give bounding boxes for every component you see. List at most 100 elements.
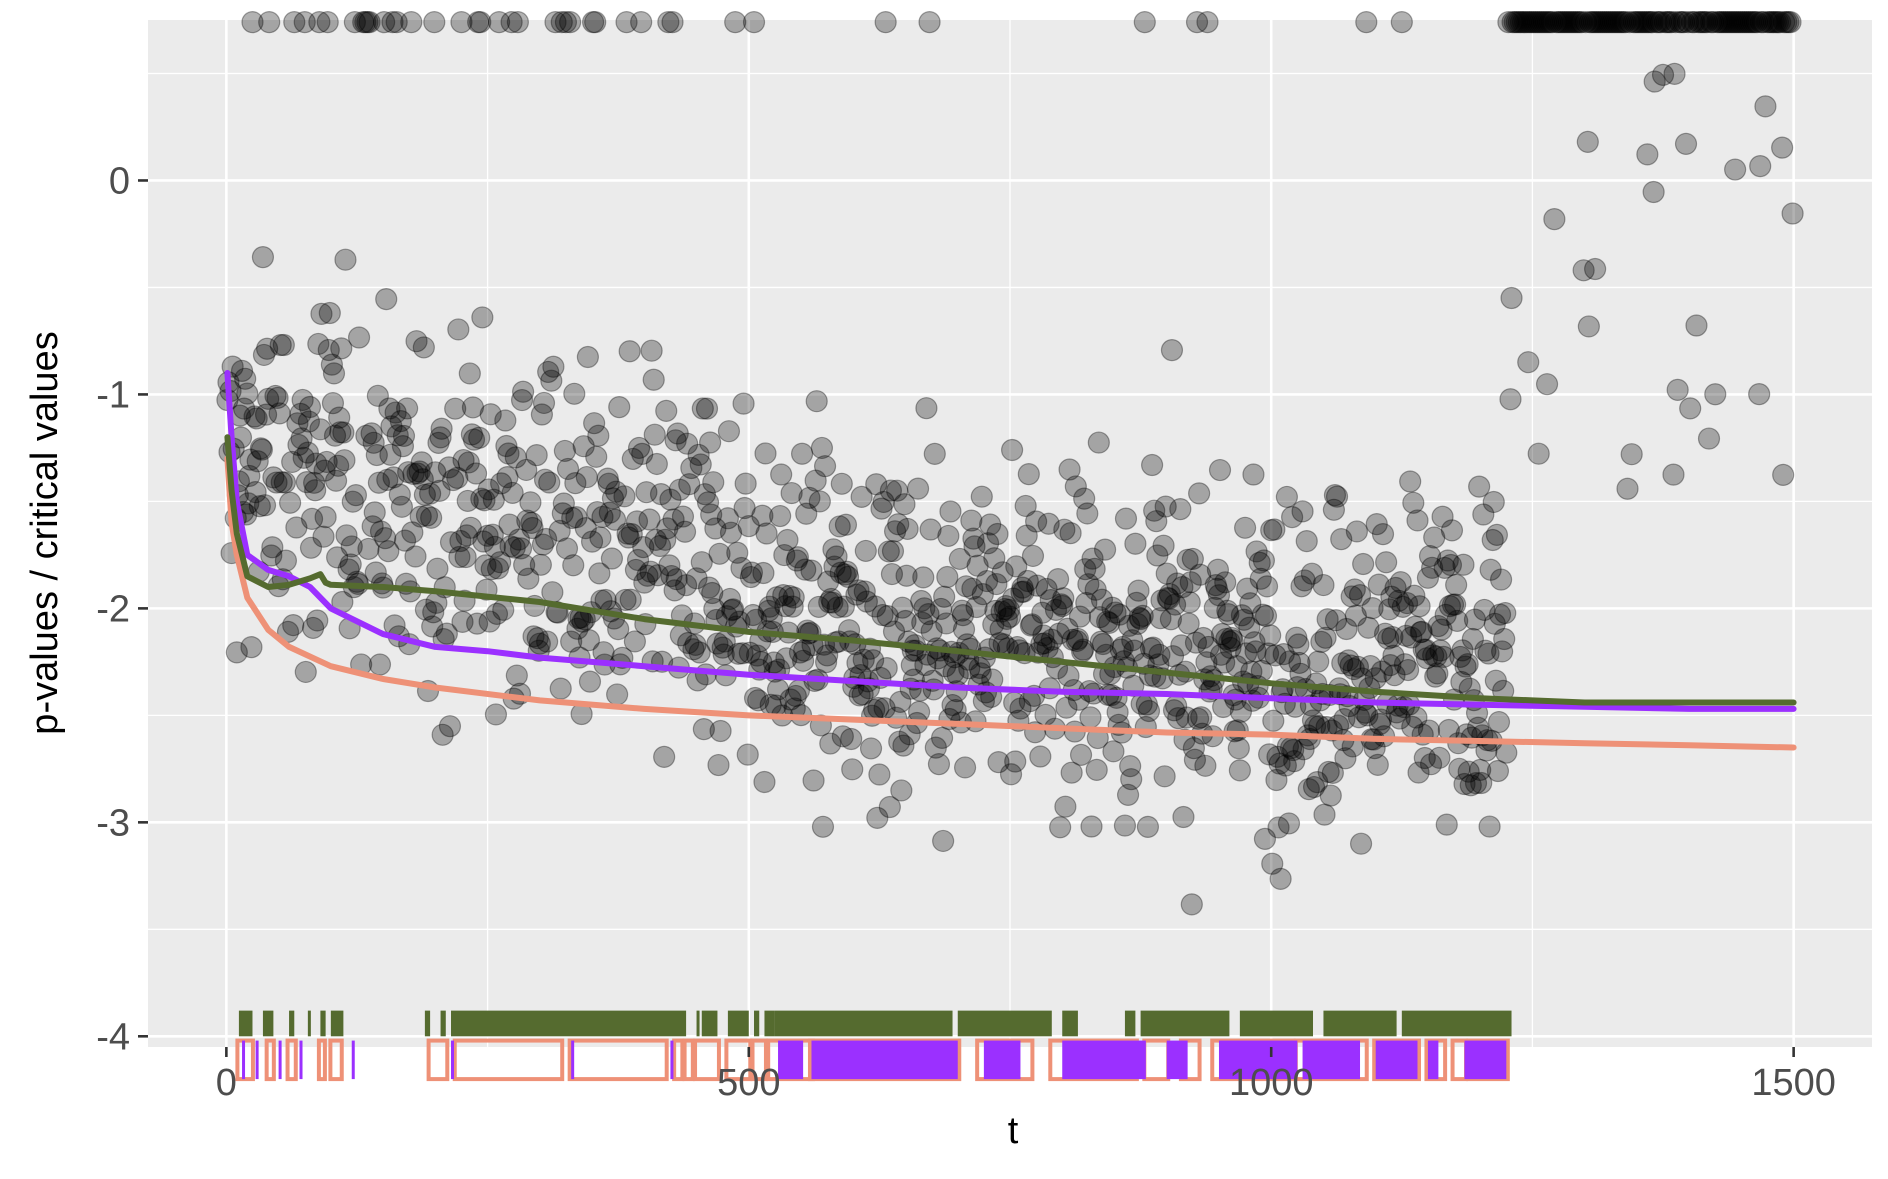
data-point: [501, 481, 524, 505]
data-point: [924, 736, 947, 759]
data-point: [1526, 11, 1549, 34]
data-point: [1120, 768, 1143, 791]
data-point: [435, 622, 458, 645]
data-point: [565, 506, 588, 529]
data-point: [249, 437, 272, 460]
data-point: [1048, 622, 1071, 645]
data-point: [1507, 11, 1530, 34]
data-point: [554, 11, 578, 34]
data-point: [528, 632, 551, 655]
data-point: [1282, 738, 1305, 762]
data-point: [1228, 759, 1251, 782]
data-point: [1060, 761, 1083, 784]
data-point: [795, 502, 818, 525]
data-point: [1342, 657, 1365, 681]
rug-purple: [983, 1040, 1021, 1080]
data-point: [1179, 571, 1202, 594]
data-point: [781, 595, 804, 618]
data-point: [640, 339, 663, 362]
data-point: [1477, 642, 1500, 665]
data-point: [970, 485, 993, 508]
data-point: [1111, 635, 1134, 659]
data-point: [382, 466, 405, 489]
data-point: [623, 630, 646, 653]
data-point: [1729, 11, 1752, 34]
data-point: [1357, 616, 1380, 639]
data-point: [1102, 740, 1125, 763]
data-point: [1030, 632, 1053, 656]
data-point: [290, 427, 313, 450]
data-point: [316, 11, 339, 34]
data-point: [661, 11, 684, 34]
data-point: [1585, 11, 1608, 34]
data-point: [927, 753, 951, 776]
data-point: [486, 557, 510, 580]
data-point: [1317, 760, 1340, 784]
data-point: [1175, 706, 1198, 729]
data-point: [441, 468, 465, 492]
rug-purple: [670, 1040, 674, 1080]
data-point: [1190, 706, 1213, 729]
data-point: [1553, 11, 1576, 34]
data-point: [1637, 11, 1660, 34]
data-point: [1287, 633, 1310, 656]
data-point: [300, 507, 324, 530]
data-point: [1064, 475, 1087, 498]
data-point: [324, 469, 348, 492]
data-point: [278, 491, 302, 514]
data-point: [1745, 11, 1769, 34]
data-point: [1555, 11, 1579, 34]
data-point: [888, 730, 911, 753]
data-point: [1229, 700, 1253, 723]
data-point: [614, 588, 637, 612]
data-point: [826, 596, 849, 619]
data-point: [987, 751, 1010, 774]
data-point: [1425, 645, 1448, 668]
data-point: [262, 466, 285, 489]
data-point: [281, 450, 304, 474]
data-point: [632, 536, 655, 559]
data-point: [1263, 518, 1286, 541]
data-point: [1712, 11, 1735, 34]
data-point: [1101, 596, 1124, 619]
data-point: [452, 448, 475, 472]
data-point: [1478, 815, 1501, 838]
data-point: [625, 510, 649, 533]
data-point: [965, 595, 988, 619]
data-point: [613, 485, 636, 508]
data-point: [1768, 11, 1792, 34]
data-point: [464, 462, 488, 485]
data-point: [773, 543, 796, 567]
data-point: [1261, 852, 1284, 875]
data-point: [439, 531, 463, 554]
data-point: [521, 516, 544, 540]
data-point: [1215, 627, 1238, 651]
data-point: [895, 564, 918, 587]
data-point: [742, 11, 766, 34]
rug-green: [696, 1010, 700, 1037]
data-point: [1743, 11, 1767, 34]
data-point: [1483, 612, 1506, 635]
data-point: [1435, 813, 1458, 836]
data-point: [1716, 11, 1739, 34]
data-point: [1752, 11, 1775, 34]
data-point: [1196, 11, 1219, 34]
data-point: [236, 382, 259, 405]
data-point: [598, 501, 621, 524]
data-point: [1610, 11, 1633, 34]
data-point: [798, 486, 821, 510]
data-point: [1065, 629, 1088, 653]
data-point: [649, 483, 673, 506]
data-point: [914, 653, 937, 677]
data-point: [1123, 639, 1146, 662]
data-point: [1310, 630, 1333, 654]
data-point: [648, 534, 672, 558]
data-point: [1391, 595, 1414, 618]
data-point: [1194, 754, 1217, 777]
data-point: [666, 422, 689, 445]
data-point: [1639, 11, 1662, 34]
data-point: [1576, 130, 1599, 153]
data-point: [1658, 11, 1681, 34]
data-point: [1084, 578, 1107, 601]
data-point: [739, 565, 762, 589]
